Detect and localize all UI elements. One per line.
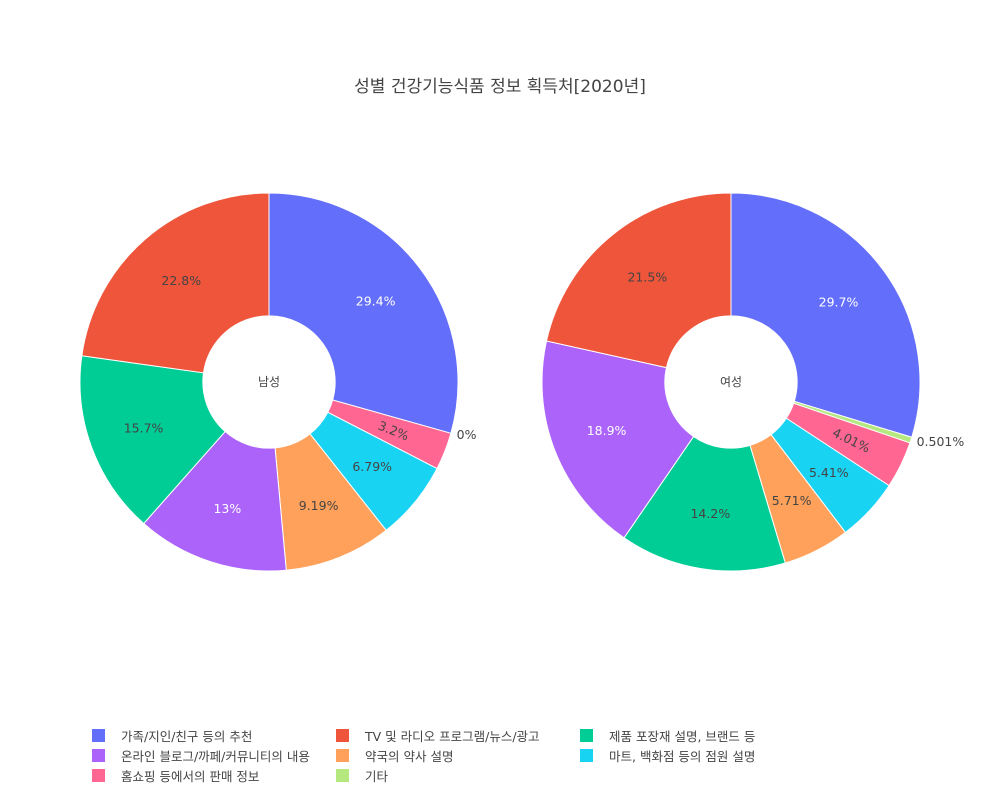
pie-slice[interactable] [81,192,270,374]
legend-swatch [580,728,593,742]
slice-label: 5.41% [809,465,849,480]
pie-center-label: 남성 [258,375,280,389]
legend-item[interactable]: TV 및 라디오 프로그램/뉴스/광고 [336,727,580,744]
slice-label: 9.19% [299,498,339,513]
legend-label: TV 및 라디오 프로그램/뉴스/광고 [365,728,540,744]
slice-label: 5.71% [772,493,812,508]
legend-swatch [336,728,349,742]
legend-label: 약국의 약사 설명 [365,748,454,764]
pie-2: 29.7%0.501%4.01%5.41%5.71%14.2%18.9%21.5… [541,192,965,572]
legend-swatch [580,748,593,762]
slice-label: 0% [457,427,477,442]
legend-label: 마트, 백화점 등의 점원 설명 [609,748,756,764]
legend-label: 기타 [365,768,389,784]
legend-item[interactable]: 제품 포장재 설명, 브랜드 등 [580,727,824,744]
chart-title: 성별 건강기능식품 정보 획득처[2020년] [354,77,646,97]
legend-item[interactable]: 마트, 백화점 등의 점원 설명 [580,747,824,764]
pie-slice[interactable] [541,340,695,539]
legend-item[interactable]: 가족/지인/친구 등의 추천 [92,727,336,744]
pie-slice[interactable] [268,192,459,434]
slice-label: 29.4% [356,293,396,308]
legend-label: 온라인 블로그/까페/커뮤니티의 내용 [121,748,310,764]
legend-swatch [92,728,105,742]
slice-label: 22.8% [161,273,201,288]
pie-1: 29.4%0%3.2%6.79%9.19%13%15.7%22.8%남성 [79,192,477,572]
pie-slice[interactable] [143,430,287,572]
pie-slice[interactable] [545,192,732,369]
legend-swatch [92,748,105,762]
slice-label: 29.7% [819,294,859,309]
legend-swatch [336,748,349,762]
legend-item[interactable]: 온라인 블로그/까페/커뮤니티의 내용 [92,747,336,764]
slice-label: 0.501% [917,434,965,449]
legend: 가족/지인/친구 등의 추천 TV 및 라디오 프로그램/뉴스/광고 제품 포장재 … [92,727,832,784]
legend-item[interactable]: 홈쇼핑 등에서의 판매 정보 [92,767,336,784]
pies: 29.4%0%3.2%6.79%9.19%13%15.7%22.8%남성29.7… [79,192,965,572]
pie-slice[interactable] [730,192,921,438]
legend-swatch [336,768,349,782]
legend-label: 홈쇼핑 등에서의 판매 정보 [121,768,260,784]
slice-label: 21.5% [627,270,667,285]
legend-item[interactable]: 기타 [336,767,580,784]
legend-label: 가족/지인/친구 등의 추천 [121,728,253,744]
pie-center-label: 여성 [720,375,742,389]
slice-label: 15.7% [124,420,164,435]
legend-label: 제품 포장재 설명, 브랜드 등 [609,728,756,744]
pie-slice[interactable] [79,355,226,525]
slice-label: 18.9% [587,423,627,438]
slice-label: 14.2% [690,506,730,521]
legend-swatch [92,768,105,782]
slice-label: 6.79% [352,459,392,474]
pie-slice[interactable] [623,435,786,572]
slice-label: 13% [213,501,241,516]
legend-item[interactable]: 약국의 약사 설명 [336,747,580,764]
